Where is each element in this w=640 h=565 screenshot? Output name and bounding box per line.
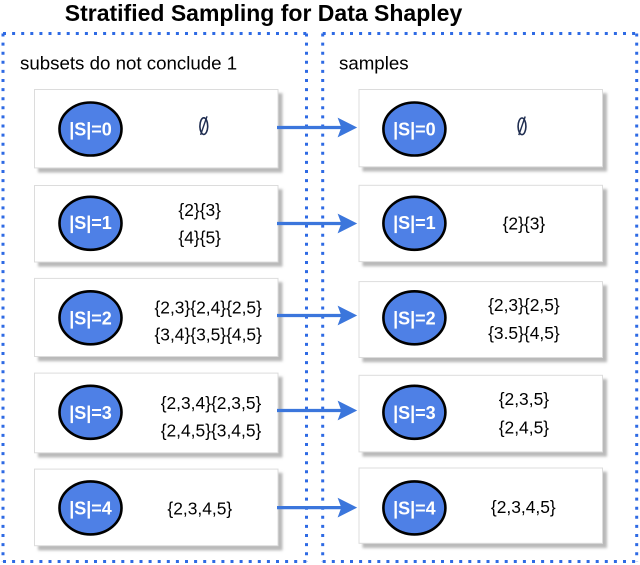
svg-text:|S|=1: |S|=1 [69, 213, 112, 233]
svg-text:{2}{3}: {2}{3} [178, 200, 221, 220]
svg-text:{2,3}{2,4}{2,5}: {2,3}{2,4}{2,5} [155, 297, 263, 317]
svg-text:{2,3,4,5}: {2,3,4,5} [491, 497, 556, 517]
svg-text:|S|=2: |S|=2 [393, 309, 436, 329]
svg-text:{2,4,5}: {2,4,5} [499, 417, 549, 437]
svg-text:|S|=0: |S|=0 [69, 120, 112, 140]
svg-text:{3,4}{3,5}{4,5}: {3,4}{3,5}{4,5} [155, 324, 263, 344]
svg-text:{3.5}{4,5}: {3.5}{4,5} [488, 323, 560, 343]
svg-text:subsets do not conclude 1: subsets do not conclude 1 [20, 53, 237, 74]
svg-text:samples: samples [339, 53, 409, 74]
svg-text:Stratified Sampling for Data S: Stratified Sampling for Data Shapley [65, 0, 463, 26]
svg-text:{2}{3}: {2}{3} [503, 214, 546, 234]
svg-text:|S|=3: |S|=3 [393, 403, 436, 423]
svg-text:{2,4,5}{3,4,5}: {2,4,5}{3,4,5} [161, 421, 262, 441]
svg-text:|S|=4: |S|=4 [393, 498, 436, 518]
svg-text:{2,3,4,5}: {2,3,4,5} [167, 498, 232, 518]
svg-text:{2,3,4}{2,3,5}: {2,3,4}{2,3,5} [161, 393, 262, 413]
svg-text:|S|=2: |S|=2 [69, 309, 112, 329]
svg-text:{2,3,5}: {2,3,5} [499, 389, 549, 409]
svg-text:|S|=1: |S|=1 [393, 213, 436, 233]
svg-text:|S|=0: |S|=0 [393, 120, 436, 140]
svg-text:|S|=3: |S|=3 [69, 403, 112, 423]
svg-text:{2,3}{2,5}: {2,3}{2,5} [488, 295, 560, 315]
svg-text:{4}{5}: {4}{5} [178, 227, 221, 247]
svg-text:|S|=4: |S|=4 [69, 498, 112, 518]
